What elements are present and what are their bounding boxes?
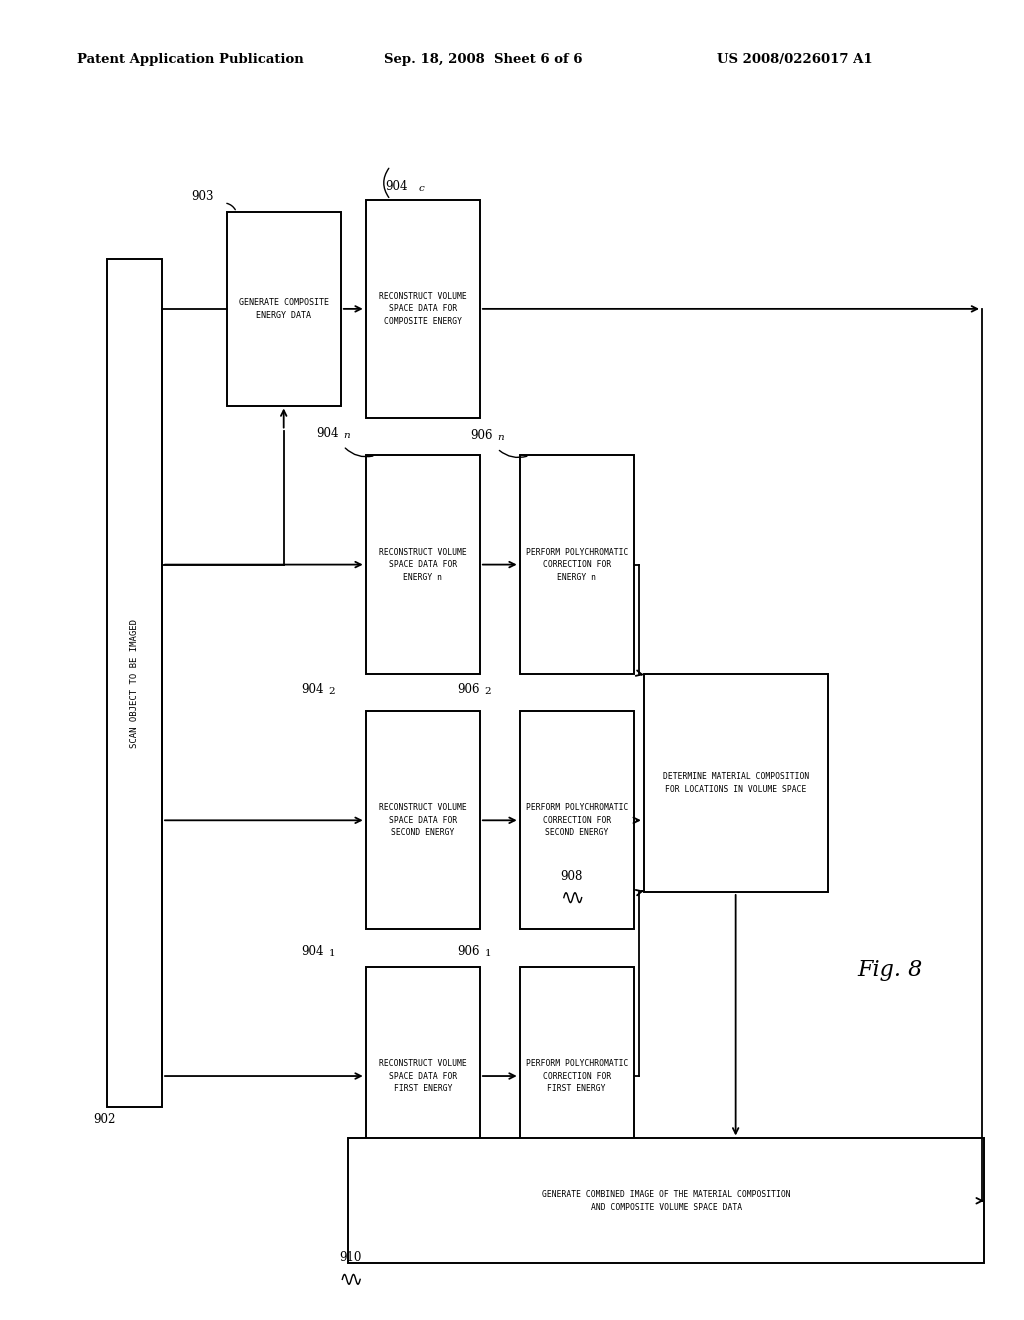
Bar	[644, 673, 827, 892]
Bar	[366, 711, 480, 929]
Bar	[348, 1138, 984, 1263]
Text: Sep. 18, 2008  Sheet 6 of 6: Sep. 18, 2008 Sheet 6 of 6	[384, 53, 583, 66]
Text: 902: 902	[94, 1114, 116, 1126]
Text: 904: 904	[385, 181, 408, 194]
Text: 906: 906	[470, 429, 493, 442]
Text: 1: 1	[484, 949, 490, 957]
Text: RECONSTRUCT VOLUME
SPACE DATA FOR
SECOND ENERGY: RECONSTRUCT VOLUME SPACE DATA FOR SECOND…	[379, 804, 467, 837]
Text: 910: 910	[339, 1251, 361, 1265]
Text: 2: 2	[329, 686, 335, 696]
Text: 908: 908	[560, 870, 583, 883]
Text: Fig. 8: Fig. 8	[857, 960, 923, 981]
Bar	[519, 966, 634, 1185]
Text: PERFORM POLYCHROMATIC
CORRECTION FOR
SECOND ENERGY: PERFORM POLYCHROMATIC CORRECTION FOR SEC…	[525, 804, 628, 837]
Text: DETERMINE MATERIAL COMPOSITION
FOR LOCATIONS IN VOLUME SPACE: DETERMINE MATERIAL COMPOSITION FOR LOCAT…	[663, 772, 809, 793]
Text: PERFORM POLYCHROMATIC
CORRECTION FOR
ENERGY n: PERFORM POLYCHROMATIC CORRECTION FOR ENE…	[525, 548, 628, 582]
Text: 2: 2	[484, 686, 490, 696]
Text: RECONSTRUCT VOLUME
SPACE DATA FOR
COMPOSITE ENERGY: RECONSTRUCT VOLUME SPACE DATA FOR COMPOS…	[379, 292, 467, 326]
Bar	[366, 455, 480, 673]
Text: 906: 906	[457, 945, 479, 957]
Bar	[519, 455, 634, 673]
Text: SCAN OBJECT TO BE IMAGED: SCAN OBJECT TO BE IMAGED	[130, 619, 139, 747]
Text: 904: 904	[301, 945, 324, 957]
Text: Patent Application Publication: Patent Application Publication	[77, 53, 303, 66]
Text: 904: 904	[301, 682, 324, 696]
Text: RECONSTRUCT VOLUME
SPACE DATA FOR
ENERGY n: RECONSTRUCT VOLUME SPACE DATA FOR ENERGY…	[379, 548, 467, 582]
Text: c: c	[418, 185, 424, 194]
Bar	[366, 199, 480, 418]
Text: n: n	[498, 433, 504, 442]
Bar	[366, 966, 480, 1185]
Bar	[226, 213, 341, 405]
Text: 1: 1	[329, 949, 335, 957]
Bar	[519, 711, 634, 929]
Text: 903: 903	[191, 190, 214, 203]
Text: n: n	[343, 430, 350, 440]
Bar	[108, 259, 162, 1107]
Text: GENERATE COMBINED IMAGE OF THE MATERIAL COMPOSITION
AND COMPOSITE VOLUME SPACE D: GENERATE COMBINED IMAGE OF THE MATERIAL …	[542, 1191, 791, 1212]
Text: US 2008/0226017 A1: US 2008/0226017 A1	[717, 53, 872, 66]
Text: 906: 906	[457, 682, 479, 696]
Text: RECONSTRUCT VOLUME
SPACE DATA FOR
FIRST ENERGY: RECONSTRUCT VOLUME SPACE DATA FOR FIRST …	[379, 1059, 467, 1093]
Text: GENERATE COMPOSITE
ENERGY DATA: GENERATE COMPOSITE ENERGY DATA	[239, 298, 329, 319]
Text: PERFORM POLYCHROMATIC
CORRECTION FOR
FIRST ENERGY: PERFORM POLYCHROMATIC CORRECTION FOR FIR…	[525, 1059, 628, 1093]
Text: 904: 904	[315, 426, 338, 440]
